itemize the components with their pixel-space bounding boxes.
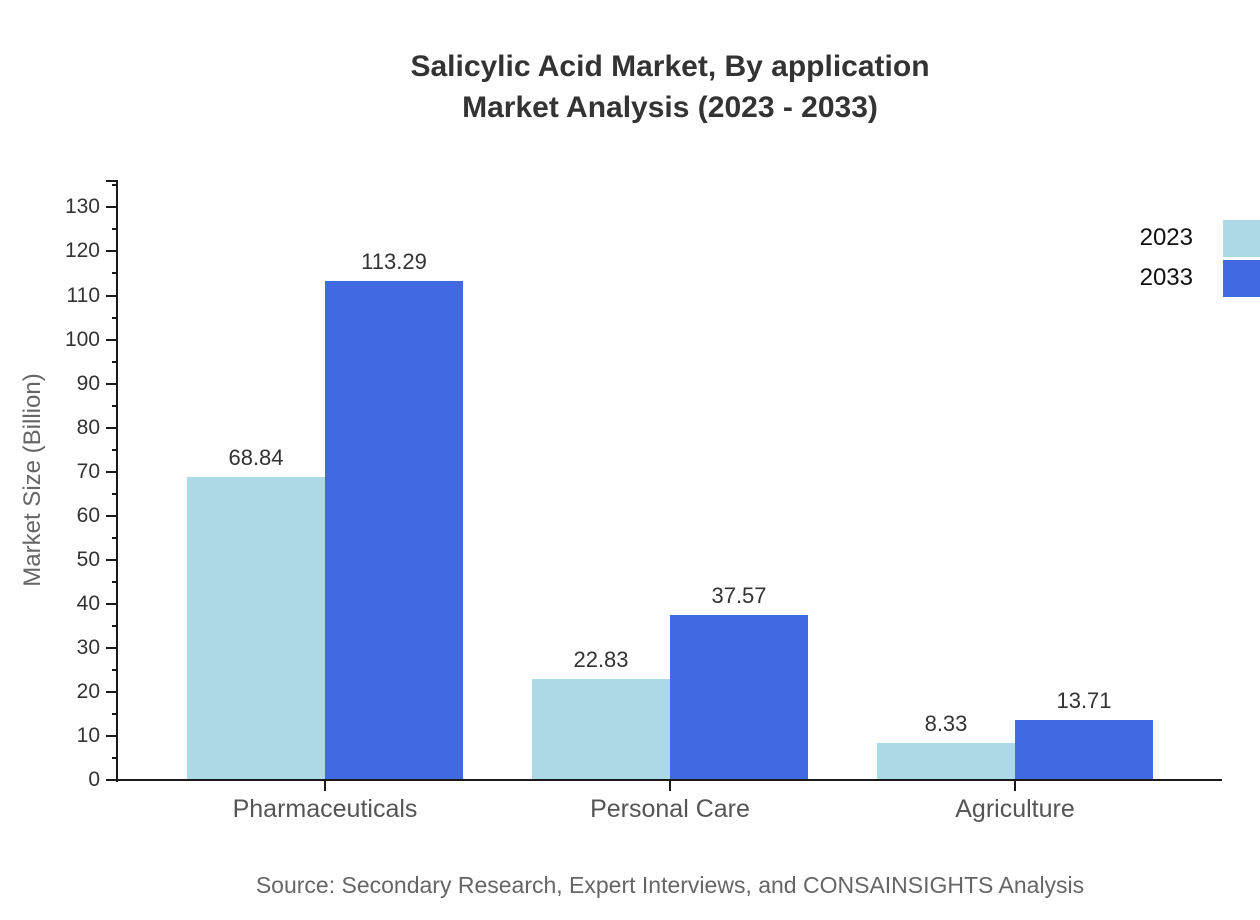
y-minor-tick (112, 228, 118, 231)
y-tick-label: 30 (76, 635, 100, 659)
y-tick-label: 120 (64, 239, 100, 263)
value-label-2023-agriculture: 8.33 (924, 711, 968, 737)
legend-label-2033: 2033 (1139, 264, 1193, 291)
bar-2033-pharmaceuticals (325, 281, 463, 780)
y-tick-label: 60 (76, 503, 100, 527)
y-minor-tick (112, 580, 118, 583)
y-tick (106, 690, 118, 693)
chart-legend: 2023 2033 (1140, 218, 1260, 298)
y-minor-tick (112, 712, 118, 715)
y-minor-tick (112, 668, 118, 671)
value-label-2023-pharmaceuticals: 68.84 (228, 444, 284, 470)
y-tick (106, 338, 118, 341)
chart-title: Salicylic Acid Market, By application Ma… (118, 46, 1222, 128)
bar-2023-pharmaceuticals (187, 476, 325, 780)
y-minor-tick (112, 184, 118, 187)
y-minor-tick (112, 492, 118, 495)
y-tick (106, 602, 118, 605)
bar-2033-agriculture (1015, 719, 1153, 780)
bar-2033-personal-care (670, 614, 808, 780)
y-minor-tick (112, 624, 118, 627)
y-axis-top-tick (106, 180, 118, 182)
y-tick-label: 70 (76, 459, 100, 483)
y-minor-tick (112, 360, 118, 363)
y-tick (106, 294, 118, 297)
legend-label-2023: 2023 (1139, 224, 1193, 251)
y-tick-label: 100 (64, 327, 100, 351)
x-tick (324, 780, 326, 791)
legend-swatch-2023 (1223, 219, 1260, 257)
y-tick-label: 50 (76, 547, 100, 571)
value-label-2033-personal-care: 37.57 (711, 582, 767, 608)
y-tick (106, 646, 118, 649)
legend-swatch-2033 (1223, 259, 1260, 297)
category-label-personal-care: Personal Care (590, 795, 750, 823)
y-tick (106, 250, 118, 253)
y-tick-label: 80 (76, 415, 100, 439)
source-note: Source: Secondary Research, Expert Inter… (255, 872, 1085, 898)
y-tick (106, 426, 118, 429)
legend-item-2023: 2023 (1140, 218, 1260, 258)
x-tick (669, 780, 671, 791)
y-tick (106, 382, 118, 385)
y-minor-tick (112, 536, 118, 539)
category-label-agriculture: Agriculture (955, 795, 1075, 823)
chart-title-line2: Market Analysis (2023 - 2033) (462, 91, 878, 124)
y-tick-label: 110 (66, 283, 100, 307)
y-tick (106, 779, 118, 781)
y-axis-spine (116, 181, 118, 782)
y-tick-label: 0 (88, 768, 100, 791)
y-tick (106, 206, 118, 209)
value-label-2033-agriculture: 13.71 (1056, 687, 1112, 713)
value-label-2033-pharmaceuticals: 113.29 (361, 249, 427, 275)
y-tick-label: 40 (76, 591, 100, 615)
y-tick-label: 130 (64, 195, 100, 219)
bar-2023-personal-care (532, 679, 670, 780)
y-tick (106, 734, 118, 737)
y-tick-label: 20 (76, 679, 100, 703)
y-minor-tick (112, 316, 118, 319)
y-minor-tick (112, 272, 118, 275)
y-minor-tick (112, 448, 118, 451)
category-label-pharmaceuticals: Pharmaceuticals (232, 795, 418, 823)
x-tick (1014, 780, 1016, 791)
y-tick-label: 10 (76, 723, 100, 747)
y-tick (106, 514, 118, 517)
y-tick-label: 90 (76, 371, 100, 395)
y-minor-tick (112, 756, 118, 759)
bar-2023-agriculture (877, 743, 1015, 780)
value-label-2023-personal-care: 22.83 (573, 647, 629, 673)
chart-title-line1: Salicylic Acid Market, By application (410, 50, 930, 83)
y-tick (106, 470, 118, 473)
y-minor-tick (112, 404, 118, 407)
legend-item-2033: 2033 (1140, 258, 1260, 298)
y-tick (106, 558, 118, 561)
